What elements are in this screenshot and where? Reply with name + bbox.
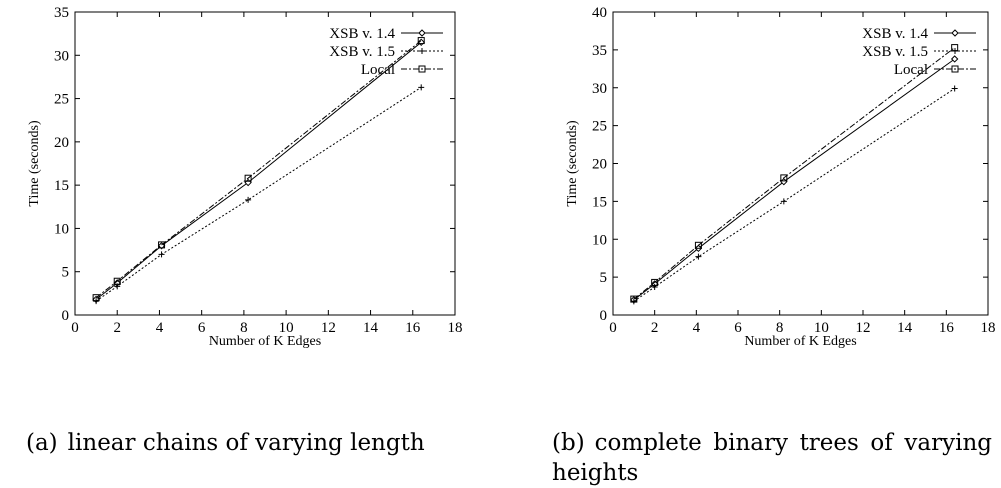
c1-ytick-label-0: 0 <box>600 308 608 324</box>
c0-series-2-point-2 <box>158 241 166 249</box>
c1-series-2-line <box>633 47 956 300</box>
c0-legend-marker-0 <box>418 29 426 37</box>
c0-ytick-label-4: 20 <box>54 135 69 151</box>
c1-series-2-point-0 <box>630 295 638 303</box>
c0-ytick-label-7: 35 <box>54 5 69 21</box>
c1-y-axis-label: Time (seconds) <box>565 120 580 207</box>
c1-ytick-label-4: 20 <box>592 157 607 173</box>
caption-a-prefix: (a) <box>26 430 58 456</box>
c0-legend-marker-2 <box>418 65 426 73</box>
c0-y-axis-label: Time (seconds) <box>27 120 42 207</box>
c1-series-2-point-4 <box>951 44 959 52</box>
c0-xtick-label-0: 0 <box>71 320 79 336</box>
c1-series-1-point-0 <box>630 298 637 305</box>
c1-series-2-point-1 <box>651 278 659 286</box>
c1-ytick-label-2: 10 <box>592 232 607 248</box>
caption-b: (b) complete binary trees of varying heig… <box>552 428 992 488</box>
c1-series-1-point-3 <box>780 198 787 205</box>
c0-xtick-label-7: 14 <box>363 320 379 336</box>
c0-xtick-label-3: 6 <box>198 320 206 336</box>
c1-xtick-label-2: 4 <box>693 320 701 336</box>
c0-xtick-label-5: 10 <box>279 320 294 336</box>
c1-series-1-point-4 <box>951 85 958 92</box>
c1-legend-marker-2 <box>951 65 959 73</box>
c0-legend-label-1: XSB v. 1.5 <box>329 44 395 60</box>
c0-xtick-label-6: 12 <box>321 320 336 336</box>
c1-xtick-label-5: 10 <box>814 320 829 336</box>
c1-series-1-point-2 <box>695 253 702 260</box>
c1-xtick-label-8: 16 <box>939 320 955 336</box>
c1-legend-label-0: XSB v. 1.4 <box>862 26 928 42</box>
c1-x-axis-label: Number of K Edges <box>744 334 856 349</box>
c0-ytick-label-3: 15 <box>54 178 69 194</box>
c1-legend-label-2: Local <box>894 62 928 78</box>
c1-ytick-label-1: 5 <box>600 270 608 286</box>
c0-series-2-point-4 <box>417 37 425 45</box>
caption-b-prefix: (b) <box>552 430 585 456</box>
c1-ytick-label-3: 15 <box>592 194 607 210</box>
c1-xtick-label-9: 18 <box>981 320 996 336</box>
c1-ytick-label-8: 40 <box>592 5 607 21</box>
c1-series-0-line <box>633 58 955 301</box>
c0-series-2-point-3 <box>244 174 252 182</box>
c0-ytick-label-6: 30 <box>54 48 69 64</box>
c1-xtick-label-6: 12 <box>856 320 871 336</box>
c0-legend-marker-1 <box>419 48 425 54</box>
c1-xtick-label-7: 14 <box>897 320 913 336</box>
c0-xtick-label-9: 18 <box>448 320 463 336</box>
c0-ytick-label-5: 25 <box>54 92 69 108</box>
c1-ytick-label-6: 30 <box>592 81 607 97</box>
c0-series-2-point-0 <box>92 294 100 302</box>
c0-series-2-line <box>95 40 422 299</box>
c1-xtick-label-3: 6 <box>734 320 742 336</box>
c0-ytick-label-0: 0 <box>62 308 70 324</box>
c0-series-1-point-2 <box>158 251 165 258</box>
c0-xtick-label-2: 4 <box>156 320 164 336</box>
c0-legend-label-2: Local <box>361 62 395 78</box>
chart-binary-trees: 0 5 10 15 20 25 30 35 40 0 2 4 6 8 10 12 14 16 18 Number of… <box>565 5 996 349</box>
c1-ytick-label-7: 35 <box>592 43 607 59</box>
c1-series-1-line <box>633 88 955 302</box>
c0-ytick-label-1: 5 <box>62 265 70 281</box>
c0-series-1-point-4 <box>418 84 425 91</box>
caption-b-text: complete binary trees of varying heights <box>552 430 992 486</box>
c0-xtick-label-4: 8 <box>240 320 248 336</box>
c0-xtick-label-1: 2 <box>113 320 121 336</box>
c0-series-2-point-1 <box>113 277 121 285</box>
c0-series-0-line <box>95 41 422 300</box>
c1-plot-frame <box>612 11 989 316</box>
c0-xtick-label-8: 16 <box>405 320 421 336</box>
c1-series-2-point-3 <box>780 174 788 182</box>
c1-series-0-point-4 <box>950 55 959 63</box>
c1-ytick-label-5: 25 <box>592 119 607 135</box>
c0-plot-frame <box>74 11 456 316</box>
c0-legend-label-0: XSB v. 1.4 <box>329 26 395 42</box>
c0-series-1-line <box>95 86 422 302</box>
c0-x-axis-label: Number of K Edges <box>209 334 321 349</box>
c0-series-1-point-3 <box>245 196 252 203</box>
c1-legend-marker-0 <box>951 29 959 37</box>
caption-a-text: linear chains of varying length <box>67 430 425 456</box>
c1-xtick-label-4: 8 <box>776 320 784 336</box>
c1-xtick-label-1: 2 <box>651 320 659 336</box>
c1-series-2-point-2 <box>694 241 702 249</box>
caption-a: (a) linear chains of varying length <box>26 428 446 458</box>
c1-xtick-label-0: 0 <box>609 320 617 336</box>
chart-linear-chains: 0 5 10 15 20 25 30 35 0 2 4 6 8 10 12 14 16 18 Number of K… <box>27 5 463 349</box>
c0-ytick-label-2: 10 <box>54 221 69 237</box>
c1-legend-label-1: XSB v. 1.5 <box>862 44 928 60</box>
